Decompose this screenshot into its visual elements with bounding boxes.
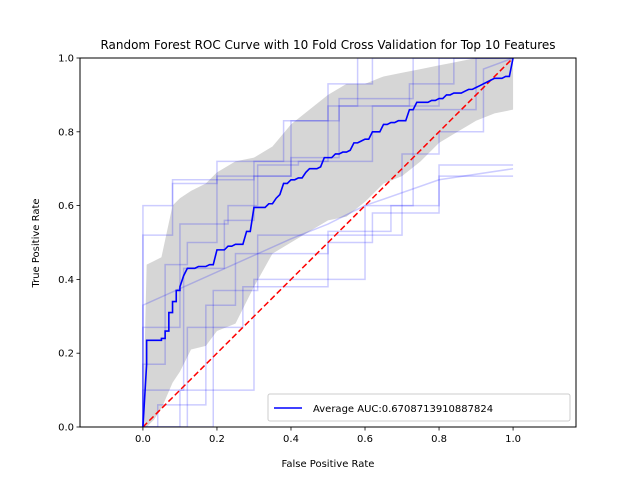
axis-ticks: 0.0 0.2 0.4 0.6 0.8 1.0 0.0 0.2 0.4 0.6 0.8 1.0	[58, 54, 521, 446]
y-tick-label: 0.2	[58, 349, 74, 360]
x-tick-label: 1.0	[505, 434, 521, 445]
fold-curve-6	[142, 58, 514, 427]
legend: Average AUC:0.6708713910887824	[267, 393, 571, 422]
plot-area	[79, 57, 577, 428]
fold-curve-7	[142, 58, 514, 427]
fold-curve-9	[142, 175, 514, 427]
chance-line	[142, 58, 514, 427]
legend-box	[267, 393, 571, 422]
legend-mean-label: Average AUC:0.6708713910887824	[313, 404, 493, 415]
fold-curve-2	[142, 58, 514, 427]
fold-curve-4	[142, 58, 514, 427]
x-tick-label: 0.4	[283, 434, 299, 445]
x-tick-label: 0.6	[357, 434, 373, 445]
y-axis-label: True Positive Rate	[31, 198, 42, 288]
mean-roc-curve	[142, 58, 514, 427]
y-tick-label: 0.6	[58, 201, 74, 212]
y-tick-label: 0.4	[58, 275, 74, 286]
axes-frame	[79, 57, 577, 428]
chart-title: Random Forest ROC Curve with 10 Fold Cro…	[100, 38, 555, 52]
fold-curve-10	[142, 167, 514, 427]
y-tick-label: 0.0	[58, 423, 74, 434]
y-tick-label: 0.8	[58, 127, 74, 138]
x-axis-label: False Positive Rate	[282, 459, 375, 470]
x-tick-label: 0.8	[431, 434, 447, 445]
fold-curve-5	[142, 58, 514, 427]
plot-clip-group	[142, 58, 514, 427]
x-tick-label: 0.2	[209, 434, 225, 445]
x-tick-label: 0.0	[135, 434, 151, 445]
y-tick-label: 1.0	[58, 54, 74, 65]
fold-curve-1	[142, 58, 514, 427]
